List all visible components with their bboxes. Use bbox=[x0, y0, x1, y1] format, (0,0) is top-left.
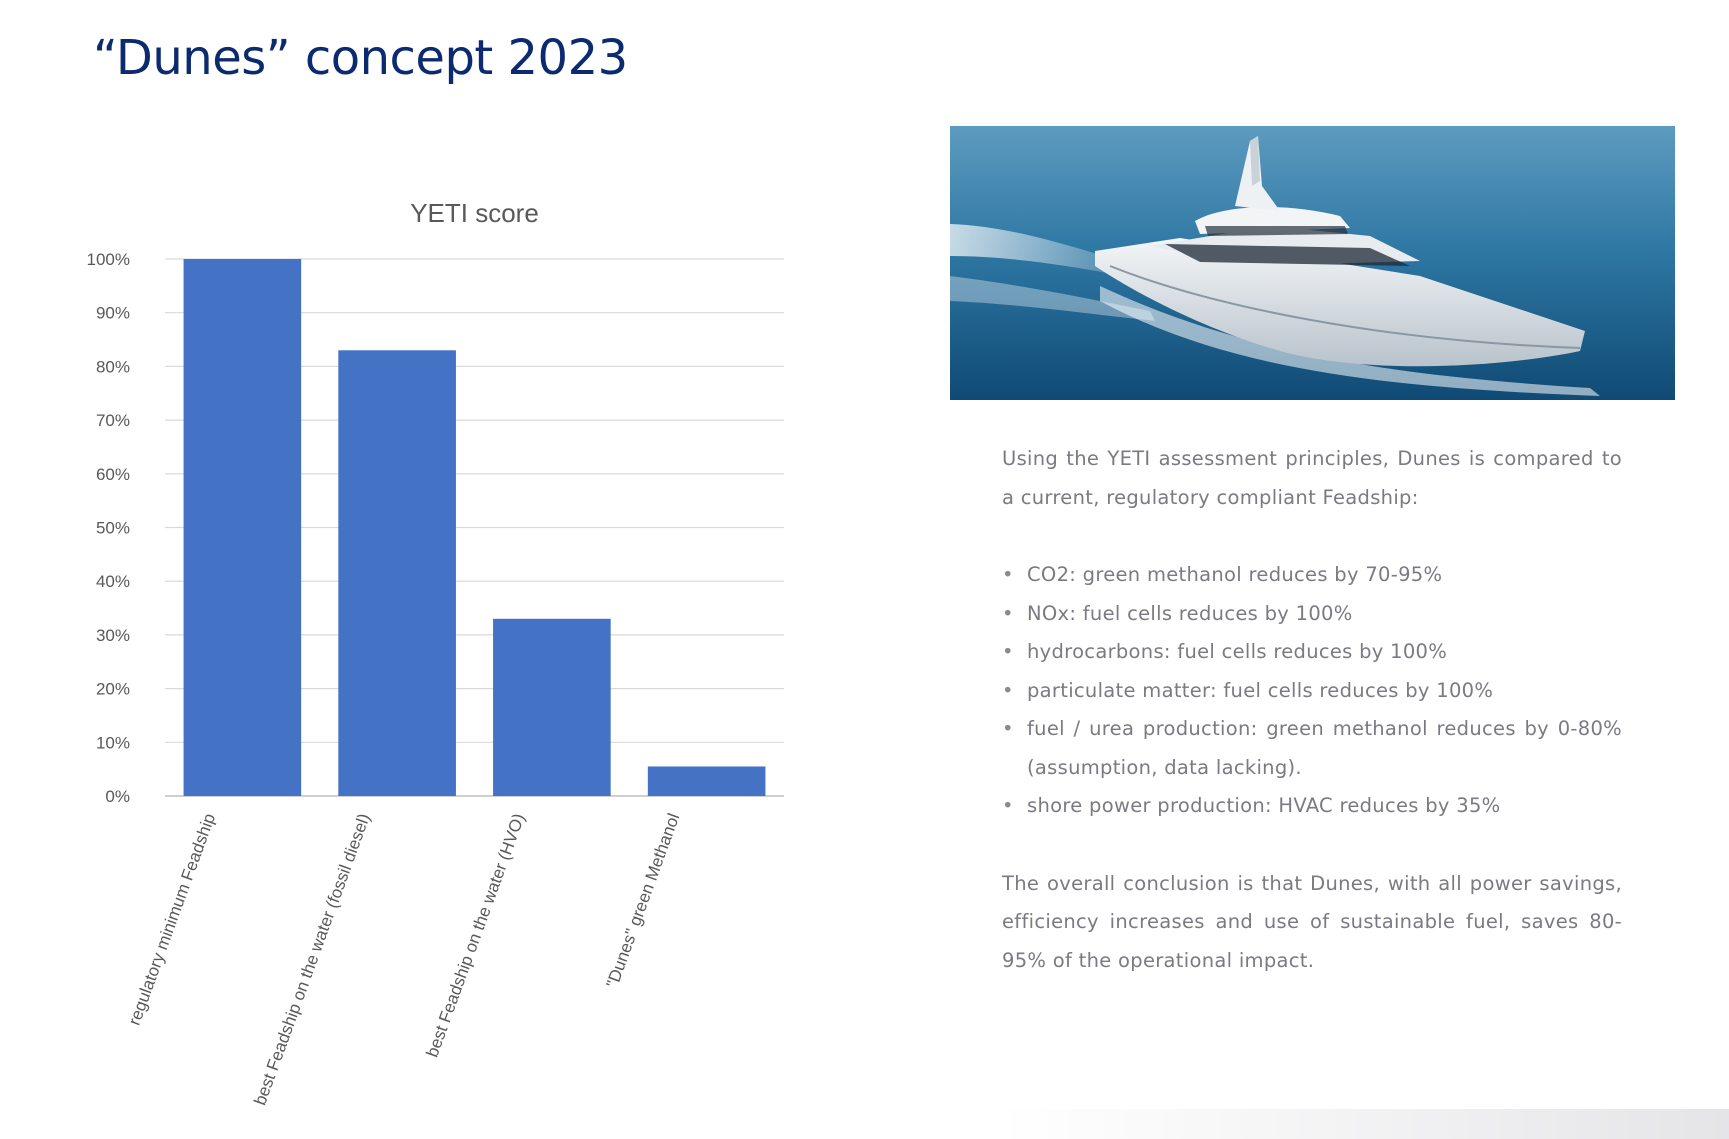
y-tick-label: 100% bbox=[87, 250, 130, 269]
x-tick-label: "Dunes" green Methanol bbox=[603, 811, 684, 990]
x-tick-label: regulatory minimum Feadship bbox=[125, 811, 219, 1028]
list-item: hydrocarbons: fuel cells reduces by 100% bbox=[1002, 633, 1622, 672]
y-tick-label: 30% bbox=[96, 626, 130, 645]
footer-shadow bbox=[1000, 1109, 1729, 1139]
y-tick-label: 20% bbox=[96, 680, 130, 699]
y-tick-label: 50% bbox=[96, 519, 130, 538]
y-tick-label: 60% bbox=[96, 465, 130, 484]
list-item: shore power production: HVAC reduces by … bbox=[1002, 787, 1622, 826]
list-item: CO2: green methanol reduces by 70-95% bbox=[1002, 556, 1622, 595]
conclusion-paragraph: The overall conclusion is that Dunes, wi… bbox=[1002, 871, 1622, 972]
intro-paragraph: Using the YETI assessment principles, Du… bbox=[1002, 447, 1622, 509]
yacht-photo bbox=[950, 126, 1675, 400]
y-tick-label: 90% bbox=[96, 304, 130, 323]
y-tick-label: 10% bbox=[96, 733, 130, 752]
x-tick-label: best Feadship on the water (HVO) bbox=[423, 811, 529, 1060]
bar bbox=[647, 766, 766, 796]
y-tick-label: 0% bbox=[105, 787, 130, 806]
bar bbox=[338, 350, 456, 796]
y-tick-label: 70% bbox=[96, 411, 130, 430]
bar bbox=[183, 259, 302, 796]
x-tick-label: best Feadship on the water (fossil diese… bbox=[250, 811, 374, 1108]
y-tick-label: 40% bbox=[96, 572, 130, 591]
list-item: NOx: fuel cells reduces by 100% bbox=[1002, 595, 1622, 634]
description-panel: Using the YETI assessment principles, Du… bbox=[1002, 440, 1622, 980]
list-item: fuel / urea production: green methanol r… bbox=[1002, 710, 1622, 787]
bar bbox=[493, 618, 611, 796]
chart-title: YETI score bbox=[410, 198, 539, 228]
list-item: particulate matter: fuel cells reduces b… bbox=[1002, 672, 1622, 711]
page-title: “Dunes” concept 2023 bbox=[93, 30, 628, 86]
findings-list: CO2: green methanol reduces by 70-95% NO… bbox=[1002, 556, 1622, 826]
y-tick-label: 80% bbox=[96, 357, 130, 376]
yeti-score-chart: YETI score 0% 10% 20% 30% 40% 50% 60% 70% 80% 90% 1… bbox=[87, 198, 784, 1108]
